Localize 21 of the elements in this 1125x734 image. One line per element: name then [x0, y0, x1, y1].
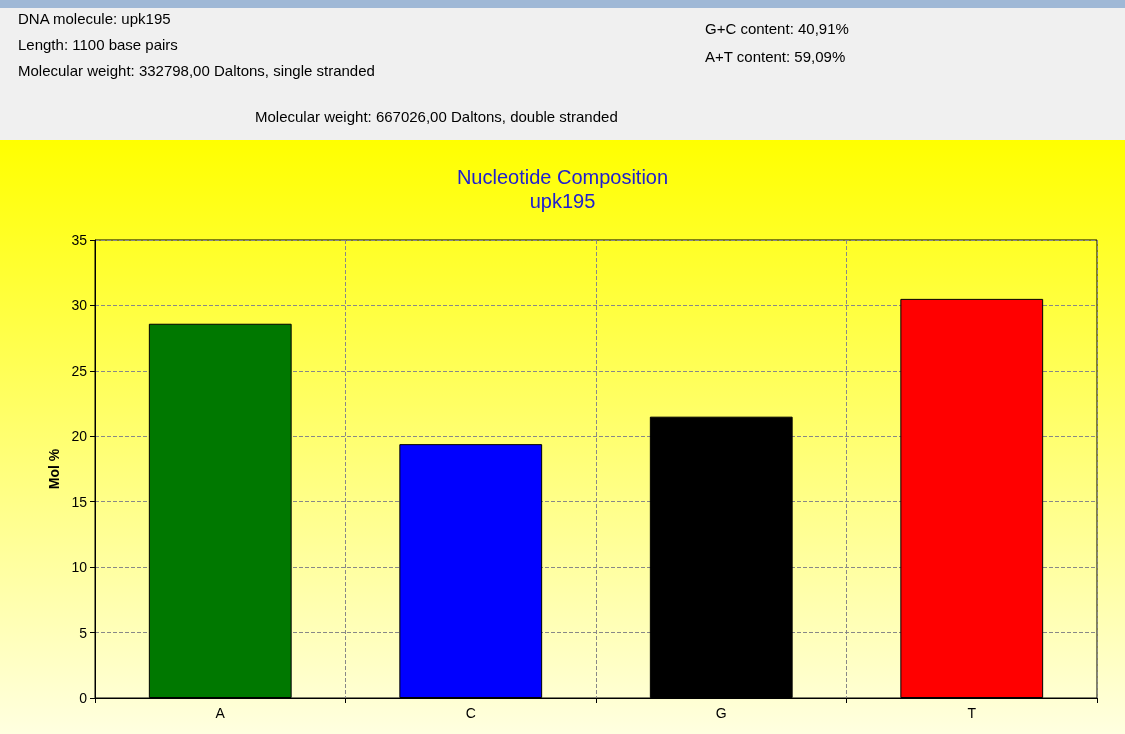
x-tick-label: A — [215, 705, 226, 721]
text: Molecular weight: 332798,00 Daltons, single stranded — [18, 62, 375, 79]
y-axis-title: Mol % — [45, 448, 62, 490]
chart-subtitle: upk195 — [529, 190, 596, 212]
text: DNA molecule: upk195 — [18, 10, 171, 27]
x-tick-label: C — [465, 705, 476, 721]
text: G+C content: 40,91% — [705, 20, 849, 37]
y-tick-label: 5 — [79, 624, 88, 641]
x-tick-label: T — [967, 705, 977, 721]
text: Molecular weight: 667026,00 Daltons, double stranded — [255, 108, 618, 125]
y-tick-label: 20 — [71, 428, 88, 445]
y-tick-label: 10 — [71, 559, 88, 576]
y-tick-label: 15 — [71, 493, 88, 510]
y-tick-label: 0 — [79, 690, 88, 706]
y-tick-label: 35 — [71, 232, 88, 248]
text: A+T content: 59,09% — [705, 48, 846, 65]
y-tick-label: 30 — [71, 297, 88, 314]
text: Length: 1100 base pairs — [18, 36, 178, 53]
y-tick-label: 25 — [71, 362, 88, 379]
chart-title: Nucleotide Composition — [456, 166, 669, 188]
x-tick-label: G — [715, 705, 727, 721]
